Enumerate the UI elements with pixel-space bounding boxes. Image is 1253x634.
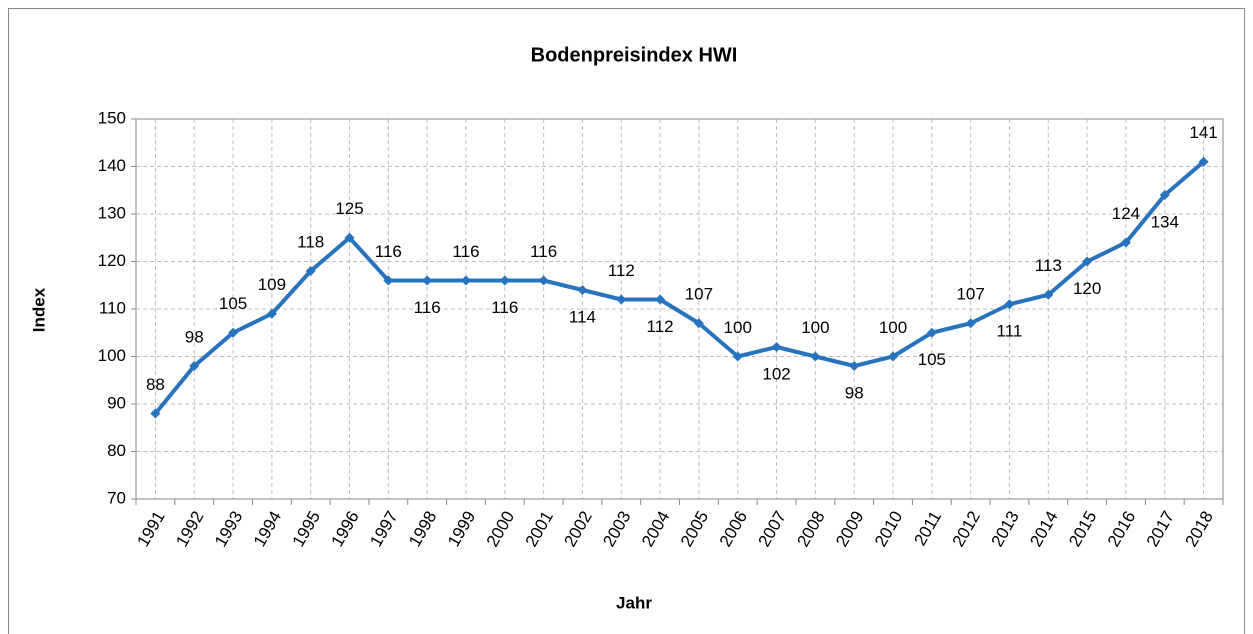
marker [305,266,316,276]
data-label: 124 [1112,204,1140,223]
marker [344,232,355,243]
marker [655,294,666,305]
data-label: 100 [801,318,829,337]
y-tick-label: 140 [98,156,126,175]
marker [888,351,899,362]
data-label: 113 [1035,256,1062,275]
data-label: 116 [452,242,479,261]
data-label: 116 [491,298,518,317]
marker [228,327,239,338]
marker [732,351,743,362]
marker [1004,299,1015,310]
marker [189,361,200,371]
marker [383,275,394,286]
marker [1043,289,1054,300]
marker [1082,256,1093,267]
marker [1198,156,1209,167]
marker [616,294,627,305]
data-label: 107 [956,285,984,304]
data-label: 109 [258,275,286,294]
y-axis-label: Index [29,287,48,332]
y-tick-label: 130 [98,203,126,222]
marker [693,318,704,329]
data-label: 105 [918,350,946,369]
marker [150,408,161,419]
data-label: 116 [530,242,557,261]
x-axis-label: Jahr [616,593,652,612]
chart-title: Bodenpreisindex HWI [531,44,738,66]
marker [849,361,860,371]
data-label: 100 [879,318,907,337]
marker [810,351,821,362]
data-label: 125 [335,199,363,218]
data-label: 141 [1189,123,1217,142]
data-label: 100 [724,318,752,337]
marker [926,327,937,338]
data-label: 105 [219,294,247,313]
marker [965,318,976,329]
data-label: 107 [685,285,713,304]
line [153,160,1205,415]
marker [499,275,510,286]
data-label: 112 [647,317,674,336]
data-label: 111 [997,322,1023,341]
data-label: 120 [1073,279,1101,298]
data-label: 98 [845,383,864,402]
marker [1159,190,1170,200]
chart-border [8,8,1245,634]
y-tick-label: 100 [98,346,126,365]
marker [460,275,471,286]
data-label: 134 [1151,212,1179,231]
y-tick-label: 150 [98,108,126,127]
data-label: 102 [762,364,790,383]
data-label: 98 [185,327,204,346]
y-tick-label: 90 [107,393,126,412]
marker [771,342,782,352]
marker [577,285,588,295]
data-label: 114 [569,307,596,326]
marker [266,308,277,319]
y-tick-label: 120 [98,251,126,270]
marker [538,275,549,286]
data-label: 88 [146,375,165,394]
data-label: 112 [608,261,635,280]
marker [1120,237,1131,248]
data-label: 116 [375,242,402,261]
marker [422,275,433,286]
y-tick-label: 70 [107,488,126,507]
y-tick-label: 80 [107,441,126,460]
data-label: 116 [414,298,441,317]
data-label: 118 [297,232,324,251]
y-tick-label: 110 [99,298,126,317]
